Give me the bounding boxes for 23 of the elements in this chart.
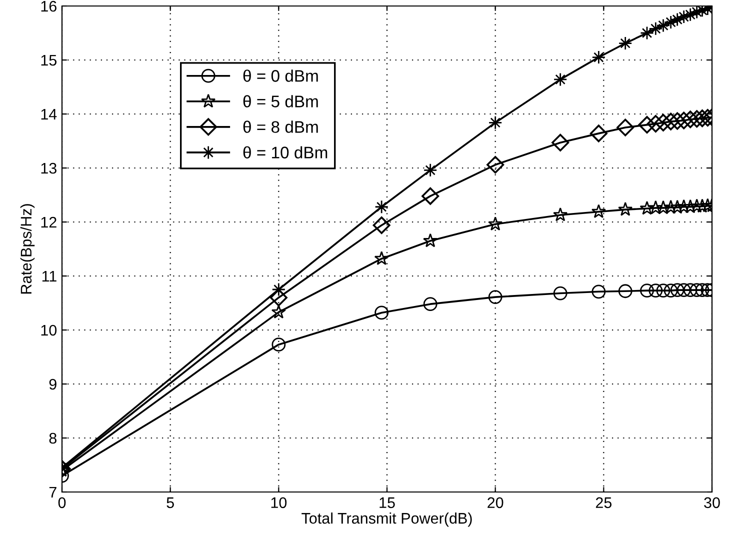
y-tick-label: 15 xyxy=(41,55,56,66)
x-tick-label: 10 xyxy=(271,497,287,508)
x-tick-label: 5 xyxy=(166,497,174,508)
legend-label: θ = 8 dBm xyxy=(243,120,318,133)
x-tick-label: 30 xyxy=(704,497,720,508)
y-tick-label: 14 xyxy=(41,109,57,120)
y-tick-label: 16 xyxy=(41,0,56,12)
x-tick-label: 25 xyxy=(596,497,612,508)
y-tick-label: 11 xyxy=(42,271,56,282)
x-tick-label: 0 xyxy=(58,497,66,508)
y-tick-label: 8 xyxy=(49,432,56,444)
legend-label: θ = 0 dBm xyxy=(243,70,318,82)
y-tick-label: 12 xyxy=(41,216,56,228)
legend-label: θ = 5 dBm xyxy=(243,95,318,108)
x-tick-label: 20 xyxy=(488,497,504,508)
y-tick-label: 13 xyxy=(41,162,56,174)
y-tick-label: 10 xyxy=(41,324,57,336)
legend-label: θ = 10 dBm xyxy=(243,146,328,158)
y-tick-label: 7 xyxy=(49,487,56,498)
y-axis-title: Rate(Bps/Hz) xyxy=(20,204,35,294)
x-tick-label: 15 xyxy=(380,497,395,508)
x-axis-title: Total Transmit Power(dB) xyxy=(302,512,472,527)
y-tick-label: 9 xyxy=(49,378,56,390)
